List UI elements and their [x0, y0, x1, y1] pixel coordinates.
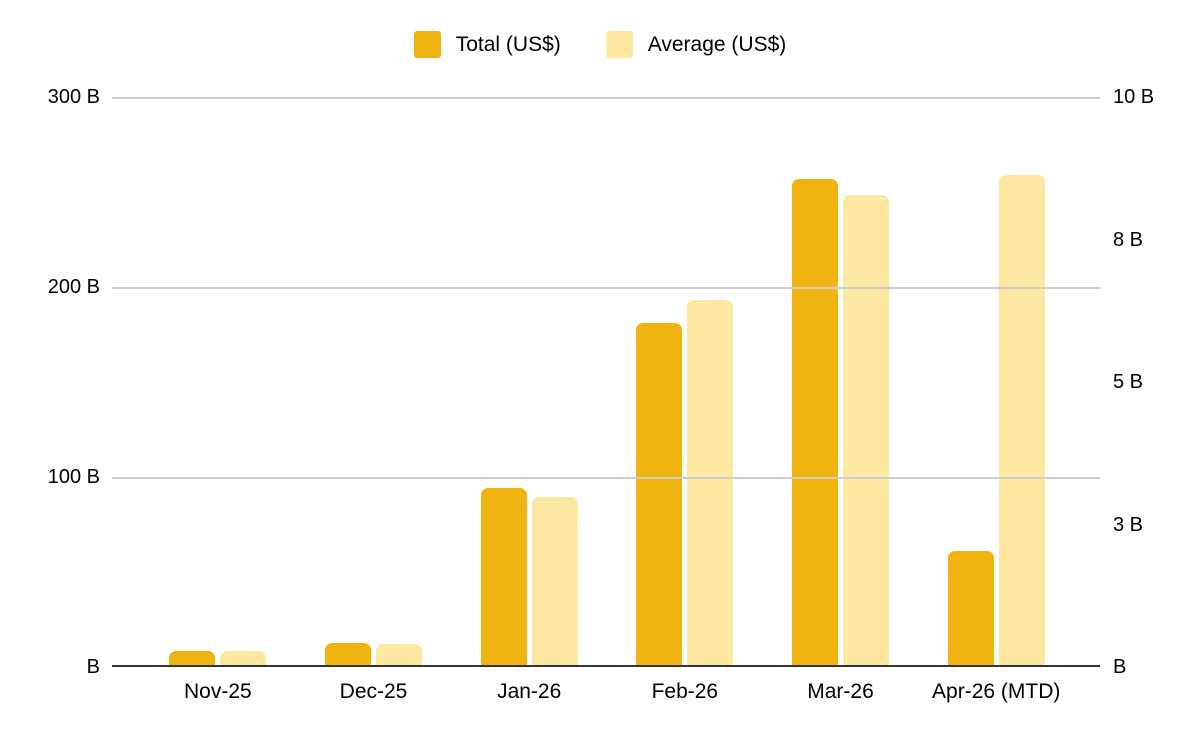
legend-item-label: Total (US$) [455, 33, 561, 56]
gridline [112, 477, 1100, 479]
x-axis-tick-label: Apr-26 (MTD) [932, 680, 1061, 703]
total-bar[interactable] [792, 179, 839, 665]
average-bar[interactable] [220, 651, 267, 665]
x-axis-tick-label: Mar-26 [807, 680, 874, 703]
total-bar[interactable] [636, 323, 683, 665]
average-bar[interactable] [376, 644, 422, 665]
average-bar[interactable] [843, 195, 890, 665]
average-series-swatch-icon [605, 31, 633, 58]
bar-group-feb-26 [607, 97, 763, 665]
total-bar[interactable] [480, 488, 527, 665]
bar-group-jan-26 [451, 97, 607, 665]
x-axis-tick-label: Nov-25 [183, 680, 252, 703]
bar-group-dec-25 [296, 97, 452, 665]
left-axis-tick-label: 300 B [47, 86, 100, 108]
right-axis-tick-label: B [1113, 656, 1127, 678]
chart-legend: Total (US$) Average (US$) [0, 31, 1200, 58]
left-y-axis-labels: B 100 B 200 B 300 B [0, 86, 100, 678]
bar-group-nov-25 [140, 97, 296, 665]
legend-item-label: Average (US$) [647, 33, 787, 56]
right-axis-tick-label: 5 B [1113, 371, 1144, 393]
x-axis-tick-label: Feb-26 [651, 680, 719, 703]
right-y-axis-labels: B 3 B 5 B 8 B 10 B [1113, 86, 1198, 678]
total-bar[interactable] [169, 651, 216, 665]
plot-area [112, 97, 1100, 667]
left-axis-tick-label: 200 B [47, 276, 100, 298]
x-axis-labels: Nov-25 Dec-25 Jan-26 Feb-26 Mar-26 Apr-26 (MT… [140, 679, 1074, 705]
right-axis-tick-label: 8 B [1113, 228, 1144, 251]
average-bar[interactable] [998, 175, 1045, 665]
gridline [112, 287, 1100, 289]
total-bar[interactable] [947, 551, 994, 665]
x-axis-tick-label: Dec-25 [339, 680, 408, 703]
legend-item-average: Average (US$) [605, 31, 787, 58]
right-axis-tick-label: 10 B [1113, 86, 1155, 108]
left-axis-tick-label: 100 B [47, 466, 100, 488]
legend-item-total: Total (US$) [413, 31, 561, 58]
x-axis-tick-label: Jan-26 [497, 680, 562, 703]
total-bar[interactable] [325, 643, 371, 665]
left-axis-tick-label: B [86, 656, 100, 678]
right-axis-tick-label: 3 B [1113, 513, 1144, 536]
x-axis-line [112, 665, 1100, 667]
average-bar[interactable] [687, 300, 734, 665]
bars-container [140, 97, 1074, 665]
total-series-swatch-icon [413, 31, 441, 58]
bar-group-mar-26 [763, 97, 919, 665]
gridline [112, 97, 1100, 99]
bar-group-apr-26-mtd [918, 97, 1074, 665]
average-bar[interactable] [531, 497, 578, 665]
